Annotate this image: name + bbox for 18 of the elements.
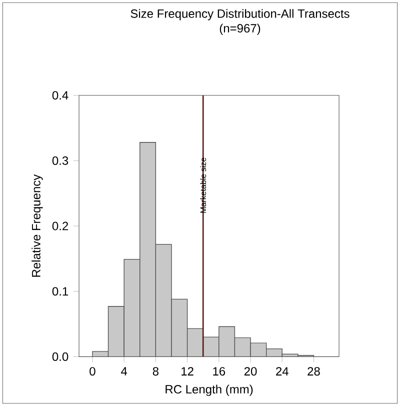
- chart-subtitle: (n=967): [220, 24, 260, 35]
- x-tick-label: 24: [276, 367, 288, 376]
- x-tick-label: 16: [213, 367, 226, 376]
- x-tick-label: 12: [182, 367, 194, 376]
- x-tick-label: 20: [244, 367, 257, 376]
- x-tick-label: 28: [308, 367, 320, 376]
- y-tick-label: 0.1: [52, 287, 68, 296]
- x-axis-title: RC Length (mm): [166, 384, 253, 396]
- ref-line-label: Marketable size: [200, 158, 206, 213]
- x-tick-label: 8: [152, 367, 158, 376]
- y-axis-title: Relative Frequency: [32, 174, 43, 277]
- y-tick-label: 0.2: [52, 222, 68, 230]
- x-tick-label: 0: [90, 367, 96, 376]
- y-tick-label: 0.3: [52, 156, 68, 165]
- chart-title: Size Frequency Distribution-All Transects: [130, 9, 350, 20]
- x-tick-label: 4: [121, 367, 128, 376]
- y-tick-label: 0.0: [52, 352, 68, 361]
- y-tick-label: 0.4: [52, 91, 68, 100]
